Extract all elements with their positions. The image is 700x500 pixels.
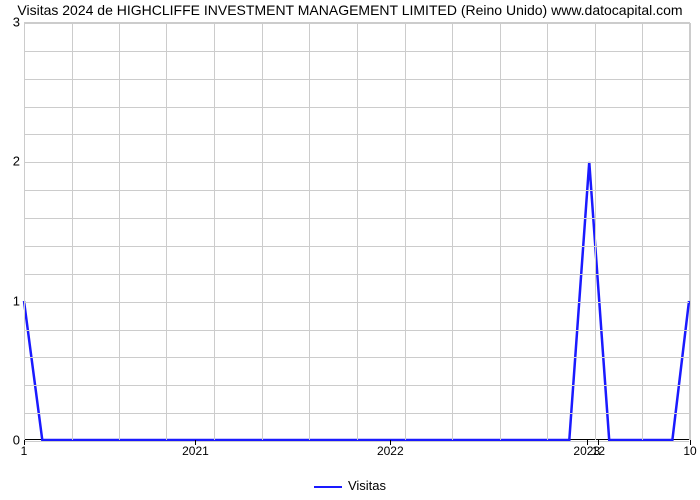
gridline-v [214,23,215,440]
legend: Visitas [0,478,700,493]
gridline-v [547,23,548,440]
gridline-v [309,23,310,440]
gridline-v [452,23,453,440]
gridline-v [405,23,406,440]
legend-swatch [314,486,342,488]
gridline-v [357,23,358,440]
y-tick-label: 0 [4,433,20,448]
chart-title: Visitas 2024 de HIGHCLIFFE INVESTMENT MA… [0,2,700,18]
x-tick-label: 2022 [377,444,404,458]
legend-label: Visitas [348,478,386,493]
x-tick-label: 10 [683,444,696,458]
gridline-v [690,23,691,440]
y-tick-label: 3 [4,15,20,30]
x-tick-label: 2021 [182,444,209,458]
gridline-v [642,23,643,440]
gridline-v [166,23,167,440]
y-tick-label: 1 [4,293,20,308]
gridline-v [500,23,501,440]
plot-area [24,22,690,440]
gridline-v [72,23,73,440]
gridline-h [24,441,689,442]
gridline-v [595,23,596,440]
gridline-v [24,23,25,440]
gridline-v [119,23,120,440]
y-tick-label: 2 [4,154,20,169]
gridline-v [262,23,263,440]
x-tick-label: 12 [592,444,605,458]
x-tick-label: 1 [21,444,28,458]
